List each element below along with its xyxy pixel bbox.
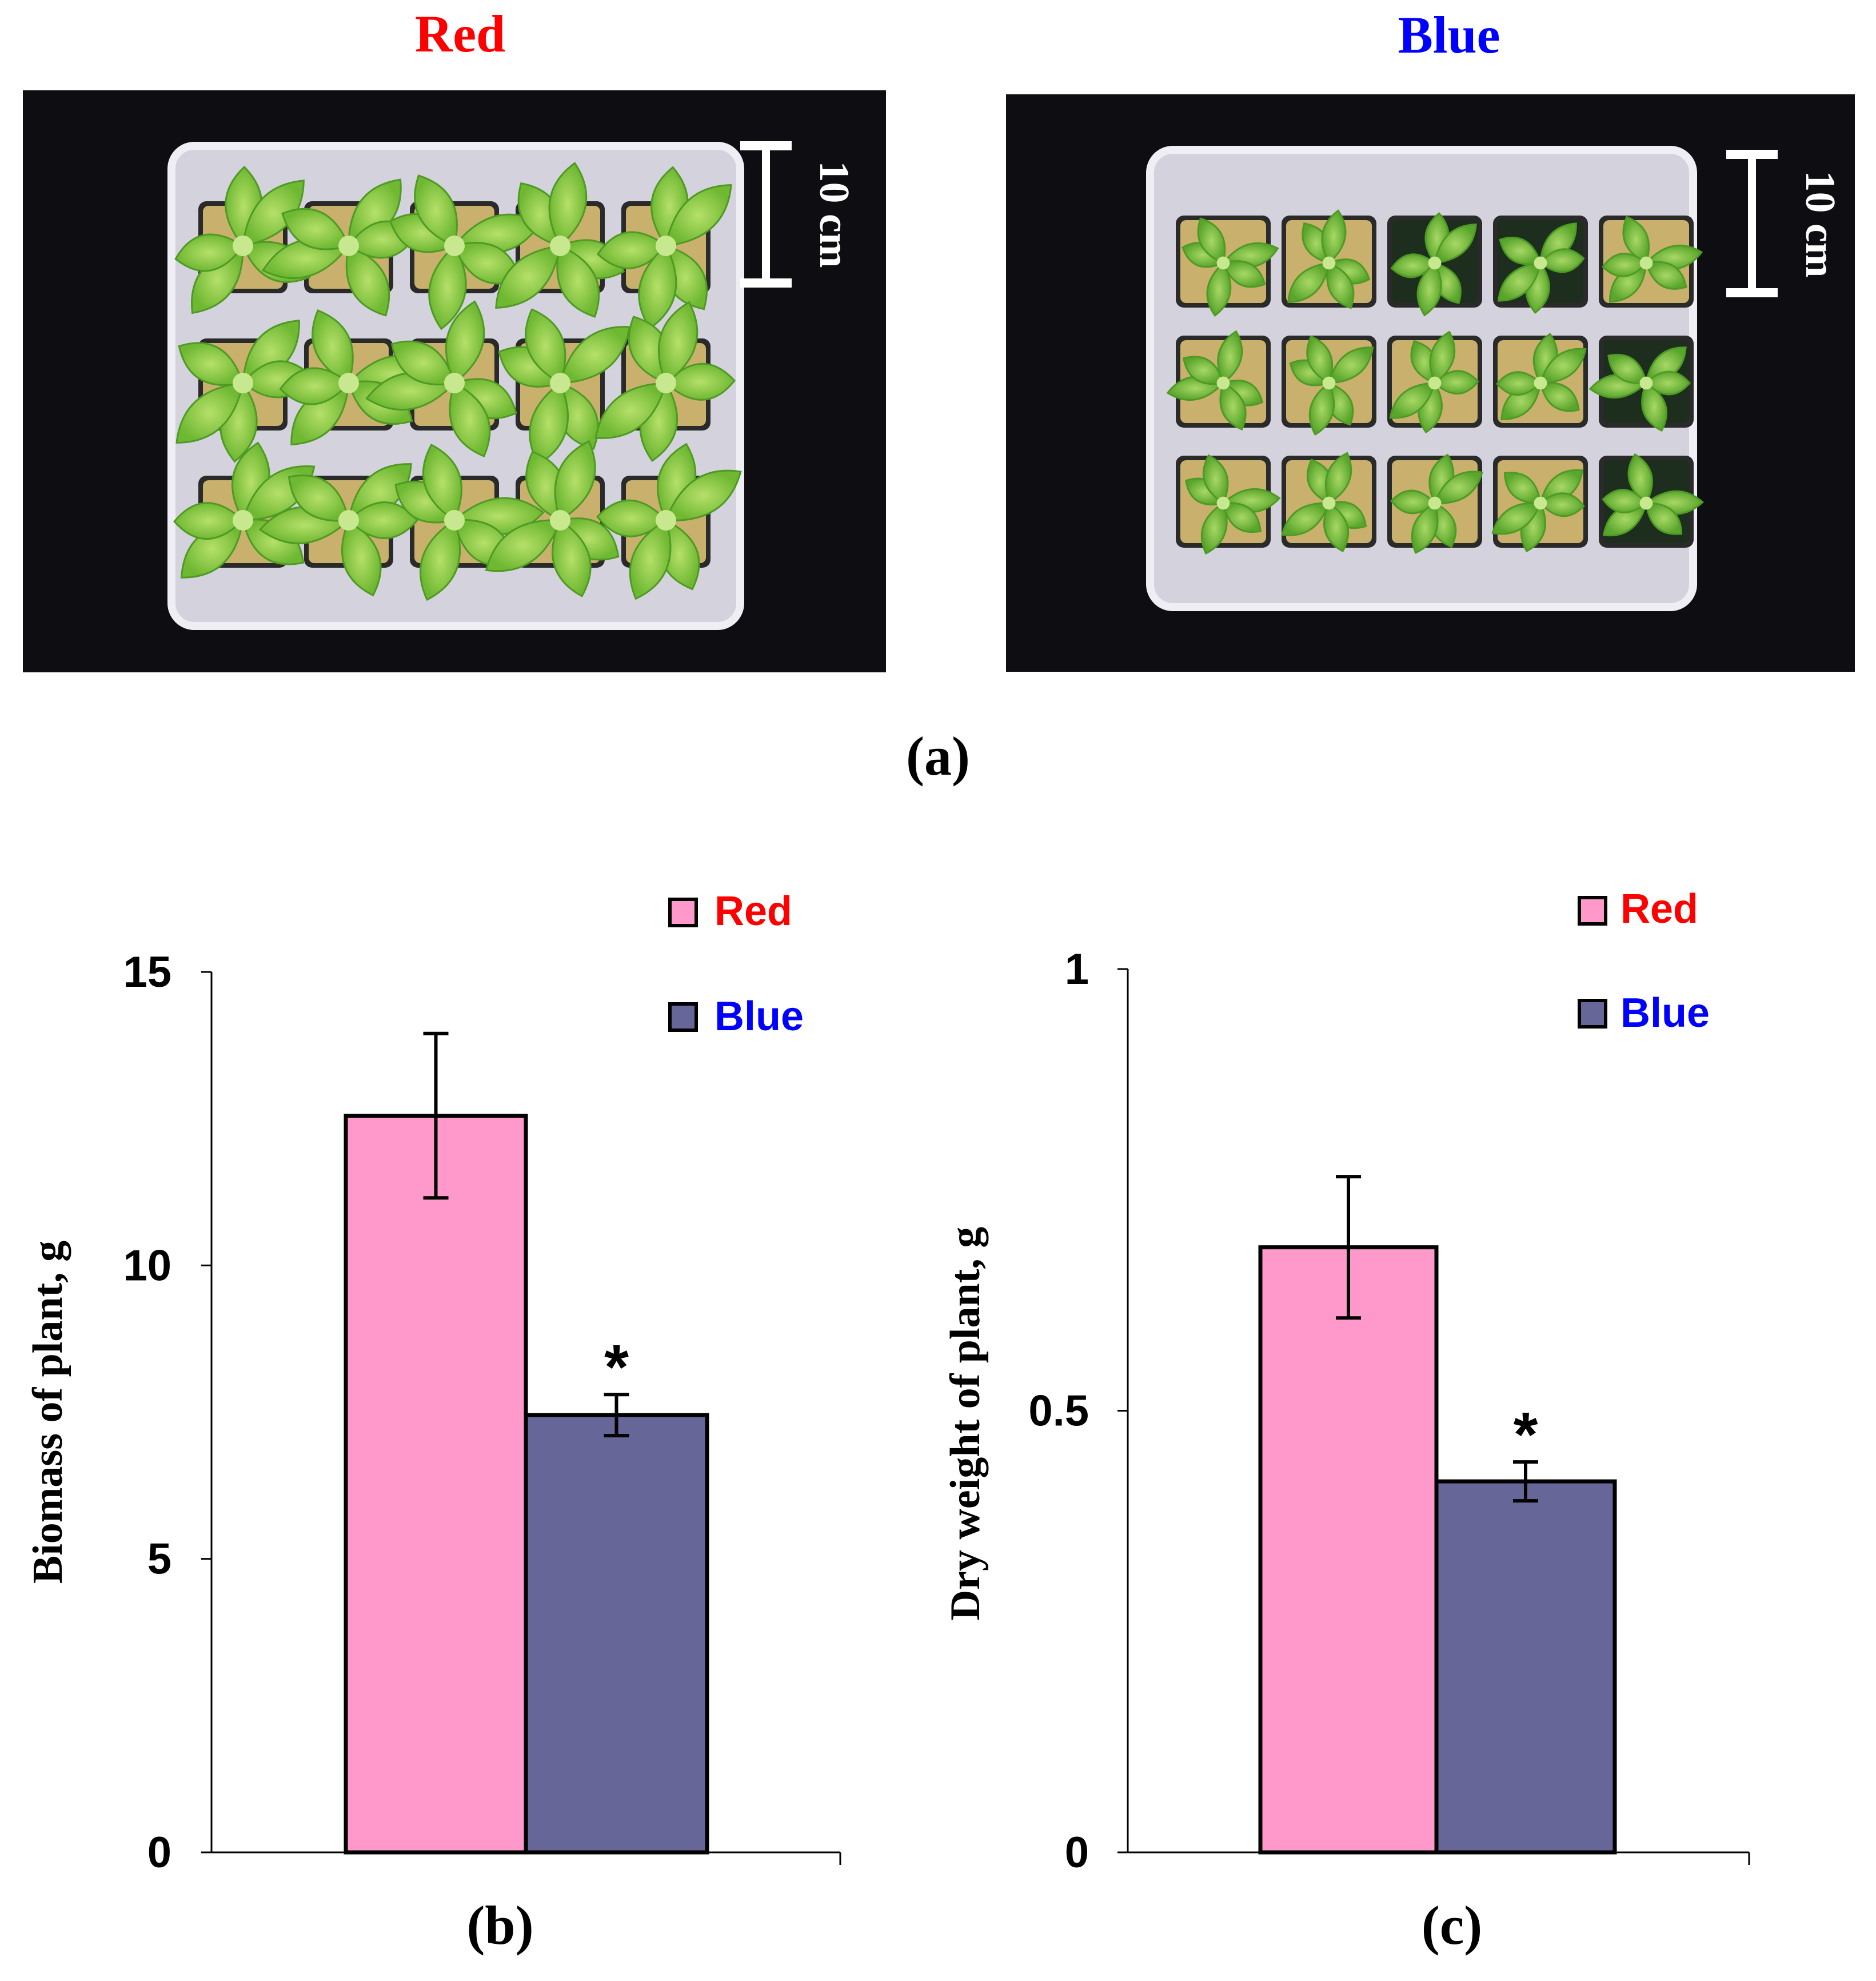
bar-red xyxy=(344,1114,528,1855)
legend: Red Blue xyxy=(1578,886,1710,1036)
legend-swatch-blue xyxy=(668,1002,698,1032)
lettuce-plants-blue xyxy=(1166,209,1705,555)
y-axis-label: Dry weight of plant, g xyxy=(942,1227,989,1621)
photo-title-red: Red xyxy=(415,5,505,63)
photo-title-blue: Blue xyxy=(1398,6,1500,64)
y-tick-label: 5 xyxy=(147,1535,171,1584)
y-axis-label: Biomass of plant, g xyxy=(25,1241,71,1584)
y-tick-label: 10 xyxy=(123,1241,171,1290)
lettuce-plants-red xyxy=(173,162,742,601)
photo-red: 10 cm xyxy=(23,90,886,672)
significance-marker: * xyxy=(1514,1400,1538,1470)
panel-a: Red Blue 10 cm 10 cm xyxy=(23,5,1855,787)
error-bar-red xyxy=(1336,1175,1361,1320)
legend: Red Blue xyxy=(668,888,804,1039)
legend-swatch-blue xyxy=(1578,999,1607,1029)
significance-marker: * xyxy=(604,1332,629,1402)
bar-blue xyxy=(1434,1479,1617,1855)
panel-label-a: (a) xyxy=(906,726,970,787)
scale-bar-blue: 10 cm xyxy=(1726,150,1843,297)
y-tick-label: 1 xyxy=(1065,945,1089,994)
scale-label-blue: 10 cm xyxy=(1797,171,1843,278)
chart-dry-weight: 00.51 * Dry weight of plant, g Red Blue … xyxy=(942,886,1750,1956)
legend-swatch-red xyxy=(1578,896,1607,926)
legend-swatch-red xyxy=(668,898,698,927)
chart-biomass: 0 5 10 15 * Biomass of plant, g Red Blue (b… xyxy=(25,888,841,1956)
y-tick-label: 0 xyxy=(1065,1828,1089,1877)
error-bar-blue xyxy=(1513,1460,1538,1503)
y-tick-label: 15 xyxy=(123,948,171,997)
bar-blue xyxy=(524,1413,709,1855)
scale-label-red: 10 cm xyxy=(811,161,857,268)
scale-bar-red: 10 cm xyxy=(740,141,857,288)
photo-blue: 10 cm xyxy=(1006,94,1855,672)
panel-label-b: (b) xyxy=(466,1895,533,1956)
legend-label-blue: Blue xyxy=(1620,990,1710,1036)
error-bar-blue xyxy=(604,1393,629,1438)
error-bar-red xyxy=(423,1031,449,1200)
y-tick-label: 0 xyxy=(147,1828,171,1877)
legend-label-blue: Blue xyxy=(715,994,804,1039)
legend-label-red: Red xyxy=(1620,886,1698,932)
bar-red xyxy=(1258,1245,1439,1855)
legend-label-red: Red xyxy=(715,888,792,934)
y-tick-label: 0.5 xyxy=(1028,1387,1089,1436)
panel-label-c: (c) xyxy=(1422,1895,1483,1956)
